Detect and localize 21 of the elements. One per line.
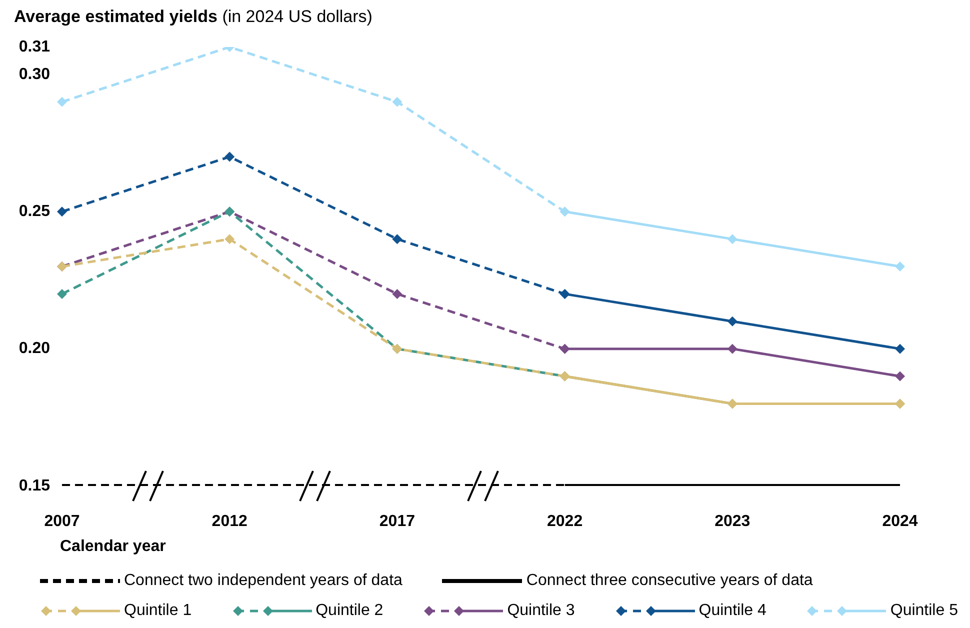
legend-label: Connect two independent years of data [124,572,402,590]
x-axis-title: Calendar year [60,538,166,556]
chart-title: Average estimated yields [14,7,218,26]
x-tick-label: 2023 [714,513,750,530]
legend-label: Quintile 5 [890,602,958,620]
x-tick-label: 2007 [44,513,80,530]
x-tick-label: 2017 [379,513,416,530]
legend-label: Quintile 3 [507,602,575,620]
x-tick-label: 2012 [212,513,248,530]
chart-subtitle: (in 2024 US dollars) [221,7,372,26]
y-tick-label: 0.25 [18,203,50,220]
y-tick-label: 0.20 [18,340,50,358]
y-tick-label: 0.15 [18,477,50,494]
x-tick-label: 2022 [547,513,583,530]
legend-label: Quintile 2 [316,602,384,620]
legend-label: Connect three consecutive years of data [526,572,813,590]
y-tick-label: 0.31 [18,38,50,56]
y-tick-label: 0.30 [18,66,50,83]
x-tick-label: 2024 [882,513,918,530]
legend-label: Quintile 4 [698,602,766,620]
legend-label: Quintile 1 [124,602,192,620]
